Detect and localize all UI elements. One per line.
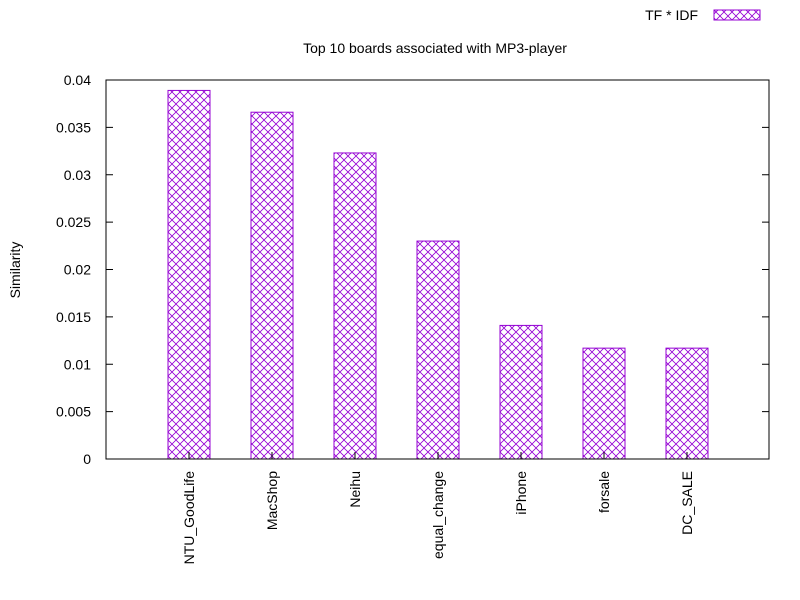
legend-swatch xyxy=(713,9,761,21)
y-tick-label: 0.035 xyxy=(56,119,91,135)
bar-dc-sale xyxy=(665,347,709,460)
y-tick-label: 0 xyxy=(83,451,91,467)
x-tick-label: MacShop xyxy=(264,471,280,530)
y-axis-ticks: 0 0.005 0.01 0.015 0.02 0.025 0.03 0.035 0.04 xyxy=(56,72,769,467)
y-tick-label: 0.015 xyxy=(56,309,91,325)
bars-group xyxy=(167,89,709,460)
y-tick-label: 0.01 xyxy=(64,356,91,372)
chart-title: Top 10 boards associated with MP3-player xyxy=(303,40,567,56)
bar-macshop xyxy=(250,111,294,460)
bar-equal-change xyxy=(416,240,460,460)
legend: TF * IDF xyxy=(645,7,761,23)
bar-forsale xyxy=(582,347,626,460)
x-tick-label: equal_change xyxy=(430,471,446,559)
y-tick-label: 0.005 xyxy=(56,404,91,420)
bar-ntu-goodlife xyxy=(167,89,211,460)
x-tick-label: NTU_GoodLife xyxy=(181,471,197,565)
x-axis-ticks: NTU_GoodLife MacShop Neihu equal_change iPho… xyxy=(181,452,695,564)
y-tick-label: 0.04 xyxy=(64,72,91,88)
legend-label: TF * IDF xyxy=(645,7,698,23)
x-tick-label: forsale xyxy=(596,471,612,513)
y-axis-label: Similarity xyxy=(7,242,23,299)
x-tick-label: iPhone xyxy=(513,471,529,515)
x-tick-label: DC_SALE xyxy=(679,471,695,535)
y-tick-label: 0.02 xyxy=(64,262,91,278)
y-tick-label: 0.03 xyxy=(64,167,91,183)
y-tick-label: 0.025 xyxy=(56,214,91,230)
bar-iphone xyxy=(499,324,543,460)
x-tick-label: Neihu xyxy=(347,471,363,508)
bar-neihu xyxy=(333,152,377,460)
